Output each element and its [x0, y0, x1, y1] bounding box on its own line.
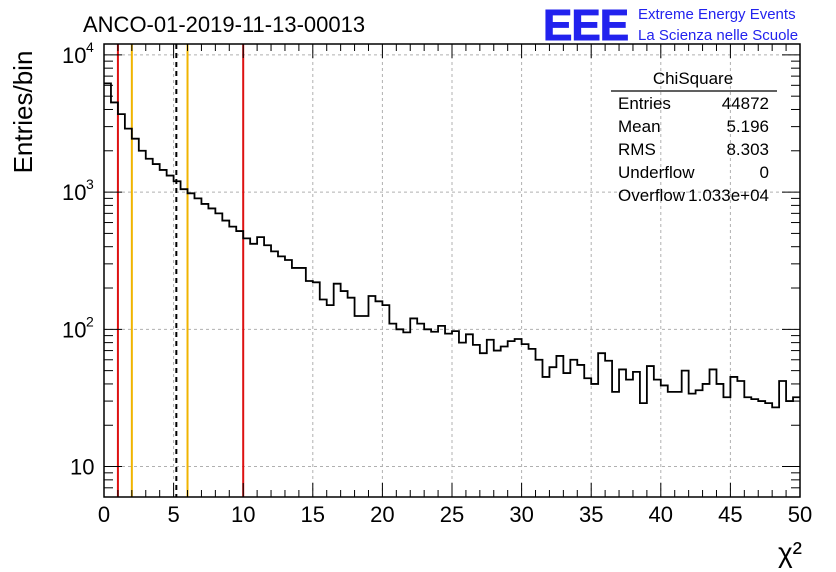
x-tick-label: 40 — [649, 502, 673, 527]
y-tick-label: 10 — [62, 43, 86, 68]
stats-value-entries: 44872 — [722, 94, 769, 113]
stats-label-entries: Entries — [618, 94, 671, 113]
y-axis-title: Entries/bin — [8, 51, 38, 174]
x-tick-label: 15 — [301, 502, 325, 527]
x-tick-label: 0 — [98, 502, 110, 527]
y-tick-exponent: 4 — [86, 39, 94, 55]
eee-logo: EEE — [543, 1, 628, 50]
stats-value-underflow: 0 — [760, 163, 769, 182]
x-tick-label: 25 — [440, 502, 464, 527]
reference-lines — [116, 44, 245, 497]
stats-value-mean: 5.196 — [726, 117, 769, 136]
project-line-1: Extreme Energy Events — [638, 6, 796, 23]
y-tick-label: 10 — [62, 180, 86, 205]
chart-title: ANCO-01-2019-11-13-00013 — [83, 12, 365, 37]
stats-label-overflow: Overflow — [618, 186, 686, 205]
axis-ticks — [103, 44, 801, 498]
y-tick-exponent: 3 — [86, 176, 94, 192]
y-tick-label: 10 — [70, 455, 94, 480]
x-axis-title: χ² — [778, 537, 802, 568]
x-tick-label: 30 — [509, 502, 533, 527]
x-tick-labels: 0 5 10 15 20 25 30 35 40 45 50 — [98, 502, 812, 527]
project-line-2: La Scienza nelle Scuole — [638, 27, 798, 44]
y-tick-exponent: 2 — [86, 313, 94, 329]
stats-label-underflow: Underflow — [618, 163, 695, 182]
x-tick-label: 10 — [231, 502, 255, 527]
x-tick-label: 45 — [718, 502, 742, 527]
stats-label-mean: Mean — [618, 117, 661, 136]
x-tick-label: 20 — [370, 502, 394, 527]
x-tick-label: 35 — [579, 502, 603, 527]
stats-label-rms: RMS — [618, 140, 656, 159]
stats-value-overflow: 1.033e+04 — [688, 186, 769, 205]
x-tick-label: 50 — [788, 502, 812, 527]
grid-lines — [104, 44, 800, 497]
y-tick-label: 10 — [62, 317, 86, 342]
stats-box: ChiSquare Entries 44872 Mean 5.196 RMS 8.303 U… — [611, 69, 777, 205]
stats-title: ChiSquare — [653, 69, 733, 88]
stats-value-rms: 8.303 — [726, 140, 769, 159]
histogram-series — [104, 82, 800, 409]
x-tick-label: 5 — [167, 502, 179, 527]
